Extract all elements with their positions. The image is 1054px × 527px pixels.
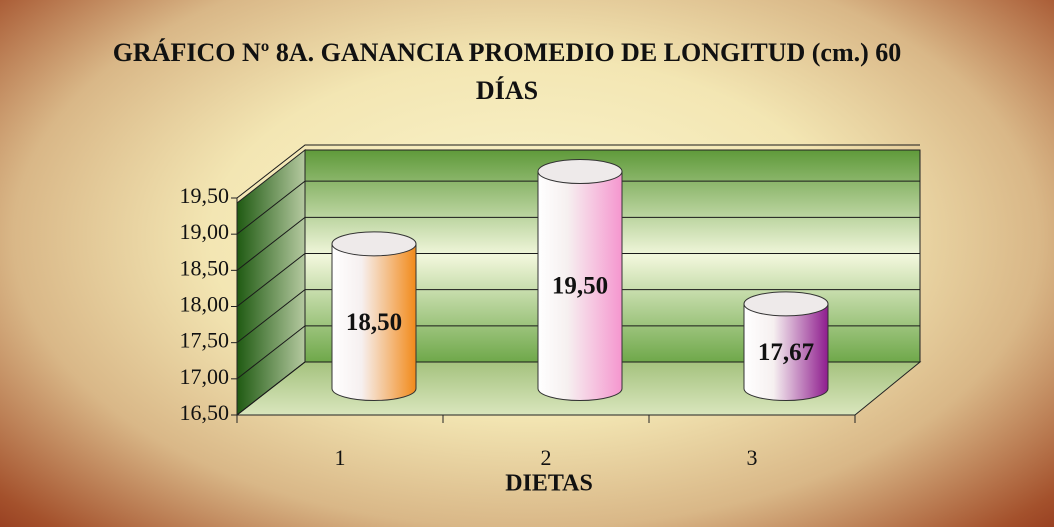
y-tick-label: 16,50 xyxy=(180,400,230,425)
grid-line xyxy=(236,325,920,380)
grid-line xyxy=(236,289,920,344)
chart-title: GRÁFICO Nº 8A. GANANCIA PROMEDIO DE LONG… xyxy=(112,38,902,105)
bar xyxy=(743,303,829,401)
bar-top xyxy=(331,231,417,257)
x-tick-label: 2 xyxy=(541,445,552,470)
bar-top xyxy=(743,291,829,317)
value-label: 19,50 xyxy=(552,273,608,300)
y-tick-label: 19,50 xyxy=(180,183,230,208)
bar xyxy=(331,243,417,401)
x-axis-label: DIETAS xyxy=(505,471,593,497)
x-tick-label: 1 xyxy=(335,445,346,470)
grid-line xyxy=(236,144,920,199)
y-tick-label: 19,00 xyxy=(180,219,230,244)
bar xyxy=(537,171,623,401)
y-tick-label: 18,50 xyxy=(180,255,230,280)
y-tick-label: 18,00 xyxy=(180,292,230,317)
grid-line xyxy=(236,180,920,235)
x-tick-label: 3 xyxy=(747,445,758,470)
value-label: 18,50 xyxy=(346,309,402,336)
y-tick-label: 17,00 xyxy=(180,364,230,389)
y-tick-label: 17,50 xyxy=(180,328,230,353)
bar-top xyxy=(537,159,623,184)
grid-line xyxy=(236,253,920,307)
grid-line xyxy=(236,361,920,416)
value-label: 17,67 xyxy=(758,339,814,366)
grid-line xyxy=(236,216,920,271)
